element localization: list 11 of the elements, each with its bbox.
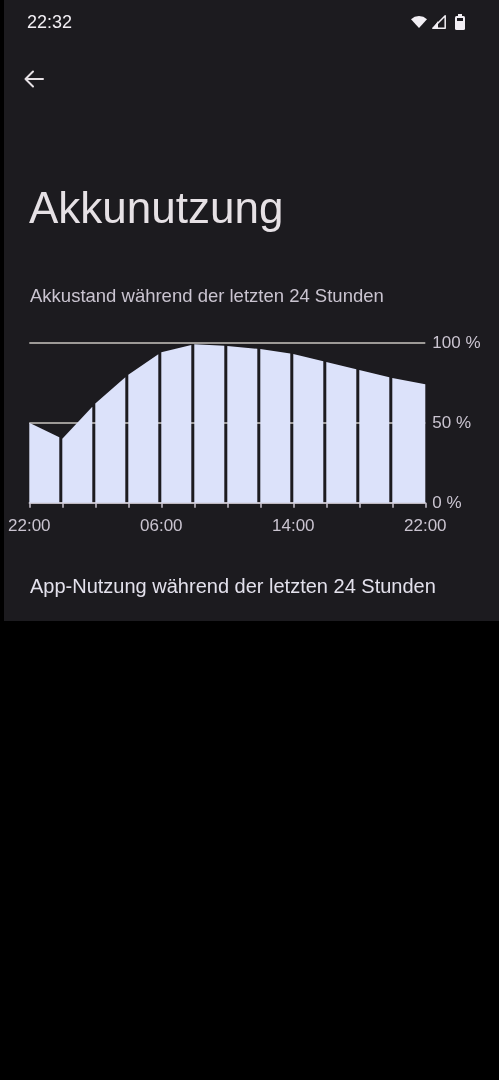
text: App-Nutzung während der letzten 24 Stunden [30, 575, 436, 597]
x-tick-label: 22:00 [404, 515, 447, 535]
y-tick-label: 0 % [432, 493, 462, 513]
chart-title: Akkunutzung [29, 183, 284, 232]
x-tick-label: 06:00 [140, 515, 183, 535]
y-tick-label: 50 % [432, 413, 472, 433]
x-tick-label: 22:00 [8, 515, 51, 535]
x-tick-label: 14:00 [272, 515, 315, 535]
chart-subtitle: Akkustand während der letzten 24 Stunden [30, 285, 384, 306]
text: 22:32 [27, 12, 73, 32]
y-tick-label: 100 % [432, 333, 481, 353]
